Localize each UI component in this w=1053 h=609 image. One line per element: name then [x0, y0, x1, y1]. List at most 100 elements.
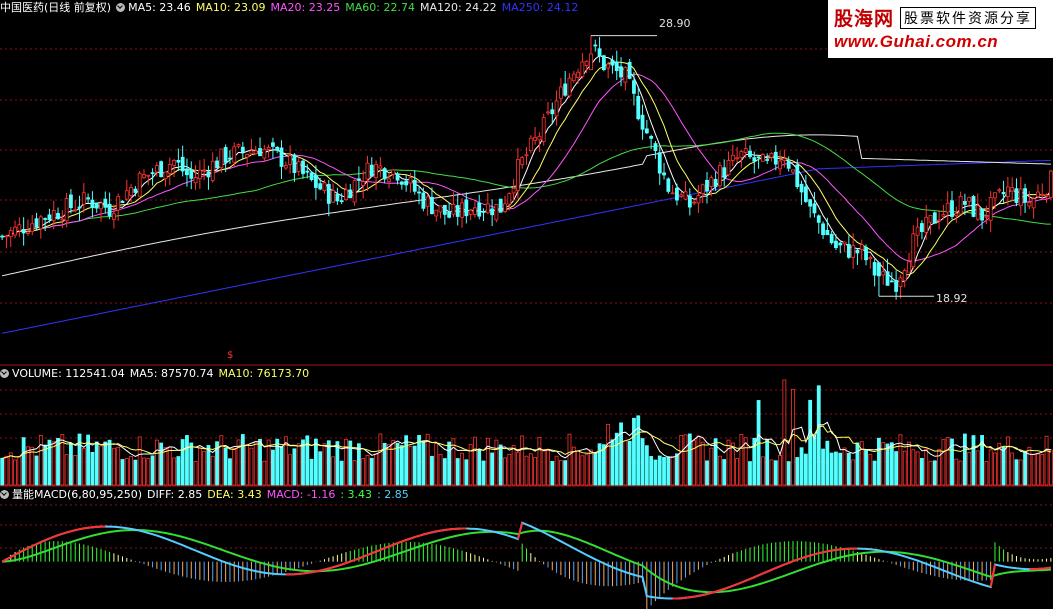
- volume-bar: [537, 436, 542, 486]
- dropdown-circle-icon[interactable]: [116, 3, 126, 12]
- candle-body: [103, 198, 108, 208]
- candle-body: [687, 195, 692, 208]
- volume-bar: [503, 457, 507, 486]
- candle-body: [507, 193, 512, 205]
- volume-bar: [124, 458, 129, 486]
- volume-bar: [786, 461, 791, 486]
- candle-body: [442, 204, 447, 215]
- volume-bar: [993, 452, 997, 486]
- candle-body: [554, 100, 559, 117]
- candle-body: [859, 244, 864, 250]
- ma-legend-item-4: MA120: 24.22: [419, 1, 497, 14]
- volume-bar: [163, 447, 168, 486]
- volume-bar: [309, 458, 314, 486]
- volume-bar: [442, 458, 447, 486]
- candle-body: [430, 196, 434, 215]
- volume-bar: [1014, 459, 1019, 486]
- volume-bar: [81, 448, 86, 486]
- candle-body: [477, 202, 482, 217]
- volume-bar: [619, 422, 623, 486]
- volume-bar: [438, 453, 443, 486]
- candle-body: [954, 213, 959, 217]
- volume-bar: [662, 457, 666, 486]
- volume-bar: [51, 441, 56, 486]
- volume-bar: [228, 458, 232, 486]
- candle-body: [374, 163, 378, 178]
- volume-bar: [735, 458, 740, 486]
- candle-body: [215, 160, 219, 169]
- volume-bar: [331, 456, 335, 486]
- candle-body: [722, 167, 727, 178]
- candle-body: [580, 61, 585, 77]
- macd-legend-item-3: MACD: -1.16: [266, 488, 336, 501]
- event-marker[interactable]: $: [227, 350, 234, 361]
- volume-bar: [911, 449, 916, 486]
- candle-body: [894, 280, 899, 292]
- candle-body: [902, 270, 907, 282]
- volume-bar: [129, 456, 133, 486]
- candle-body: [597, 48, 602, 56]
- candle-body: [950, 200, 954, 217]
- volume-bar: [266, 439, 271, 486]
- candle-body: [1036, 191, 1040, 197]
- volume-bar: [451, 438, 456, 486]
- candle-body: [739, 151, 744, 158]
- volume-bar: [683, 434, 688, 486]
- volume-bar: [26, 446, 30, 486]
- candle-body: [842, 241, 847, 245]
- volume-bar: [232, 448, 237, 486]
- volume-bar: [739, 434, 744, 486]
- volume-bar: [580, 455, 585, 486]
- candle-body: [137, 172, 142, 197]
- candle-body: [1010, 187, 1015, 192]
- dropdown-circle-icon[interactable]: [0, 490, 9, 499]
- volume-bar: [846, 453, 851, 486]
- candle-body: [473, 207, 477, 216]
- candle-body: [829, 233, 834, 244]
- candle-body: [107, 203, 112, 217]
- candle-body: [653, 143, 658, 152]
- candle-body: [614, 62, 619, 72]
- volume-bar: [885, 443, 890, 486]
- volume-bar: [485, 437, 490, 486]
- volume-bar: [795, 457, 800, 486]
- candle-body: [129, 187, 133, 196]
- volume-bar: [670, 455, 675, 486]
- candle-body: [601, 55, 606, 71]
- macd-legend: 量能MACD(6,80,95,250) DIFF: 2.85 DEA: 3.43 MA…: [0, 487, 419, 503]
- candle-body: [490, 208, 495, 216]
- macd-diff-rising-segments: [1, 522, 1052, 600]
- volume-bar: [348, 440, 353, 486]
- candle-body: [980, 208, 984, 221]
- volume-bar: [700, 441, 705, 486]
- candle-body: [56, 213, 60, 220]
- volume-bar: [477, 449, 482, 486]
- logo-brand: 股海网: [834, 8, 895, 30]
- volume-bar: [292, 448, 297, 486]
- candle-body: [159, 161, 164, 178]
- volume-bar: [86, 434, 91, 486]
- candle-body: [38, 216, 43, 230]
- volume-legend-item-1: MA5: 87570.74: [129, 367, 214, 380]
- volume-bar: [666, 456, 671, 486]
- candle-body: [567, 77, 572, 97]
- candle-body: [210, 160, 215, 181]
- volume-bar: [692, 440, 697, 486]
- volume-bar: [73, 454, 78, 486]
- candle-body: [86, 197, 91, 200]
- volume-bar: [597, 443, 602, 486]
- candle-body: [1048, 170, 1053, 199]
- volume-bar: [868, 453, 873, 486]
- volume-bar: [240, 434, 245, 486]
- candle-body: [773, 151, 778, 165]
- volume-bar: [1001, 447, 1006, 486]
- volume-bar: [258, 438, 262, 486]
- volume-bar: [425, 433, 430, 486]
- dropdown-circle-icon[interactable]: [0, 369, 9, 378]
- candle-body: [17, 224, 22, 232]
- volume-bar: [4, 455, 9, 486]
- volume-bar: [627, 440, 632, 486]
- candle-body: [881, 271, 886, 276]
- candle-body: [782, 158, 787, 161]
